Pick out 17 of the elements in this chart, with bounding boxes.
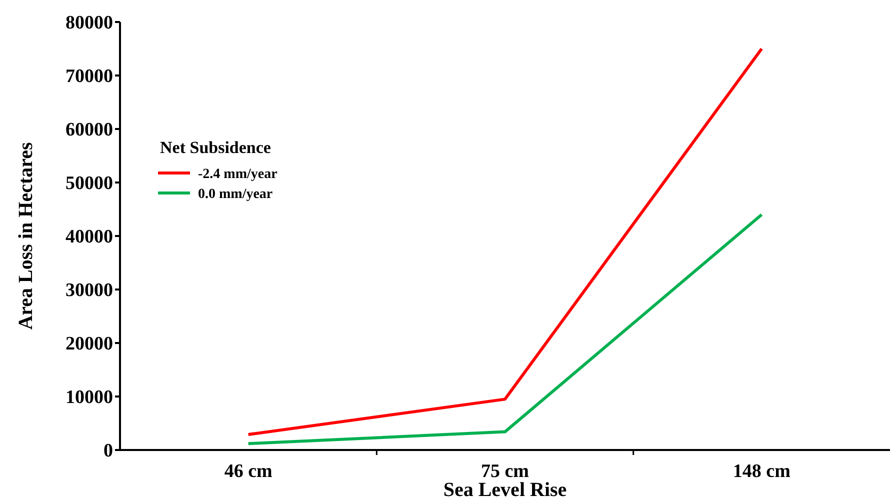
y-tick-label: 10000 [66,387,113,408]
legend-title: Net Subsidence [160,138,272,157]
y-tick-label: 70000 [66,66,113,88]
y-tick-label: 40000 [66,226,113,248]
y-tick-label: 50000 [66,173,113,194]
legend-label: -2.4 mm/year [198,166,278,182]
x-tick-label: 46 cm [224,461,273,482]
y-tick-label: 0 [104,440,113,462]
y-tick-label: 30000 [66,280,113,302]
y-tick-label: 80000 [66,12,113,34]
y-axis-title: Area Loss in Hectares [15,142,37,330]
x-tick-label: 148 cm [732,461,791,482]
x-tick-label: 75 cm [480,461,530,482]
legend-label: 0.0 mm/year [198,186,273,202]
x-axis-title: Sea Level Rise [443,479,567,500]
y-tick-label: 60000 [66,120,113,141]
y-tick-label: 20000 [66,334,113,355]
